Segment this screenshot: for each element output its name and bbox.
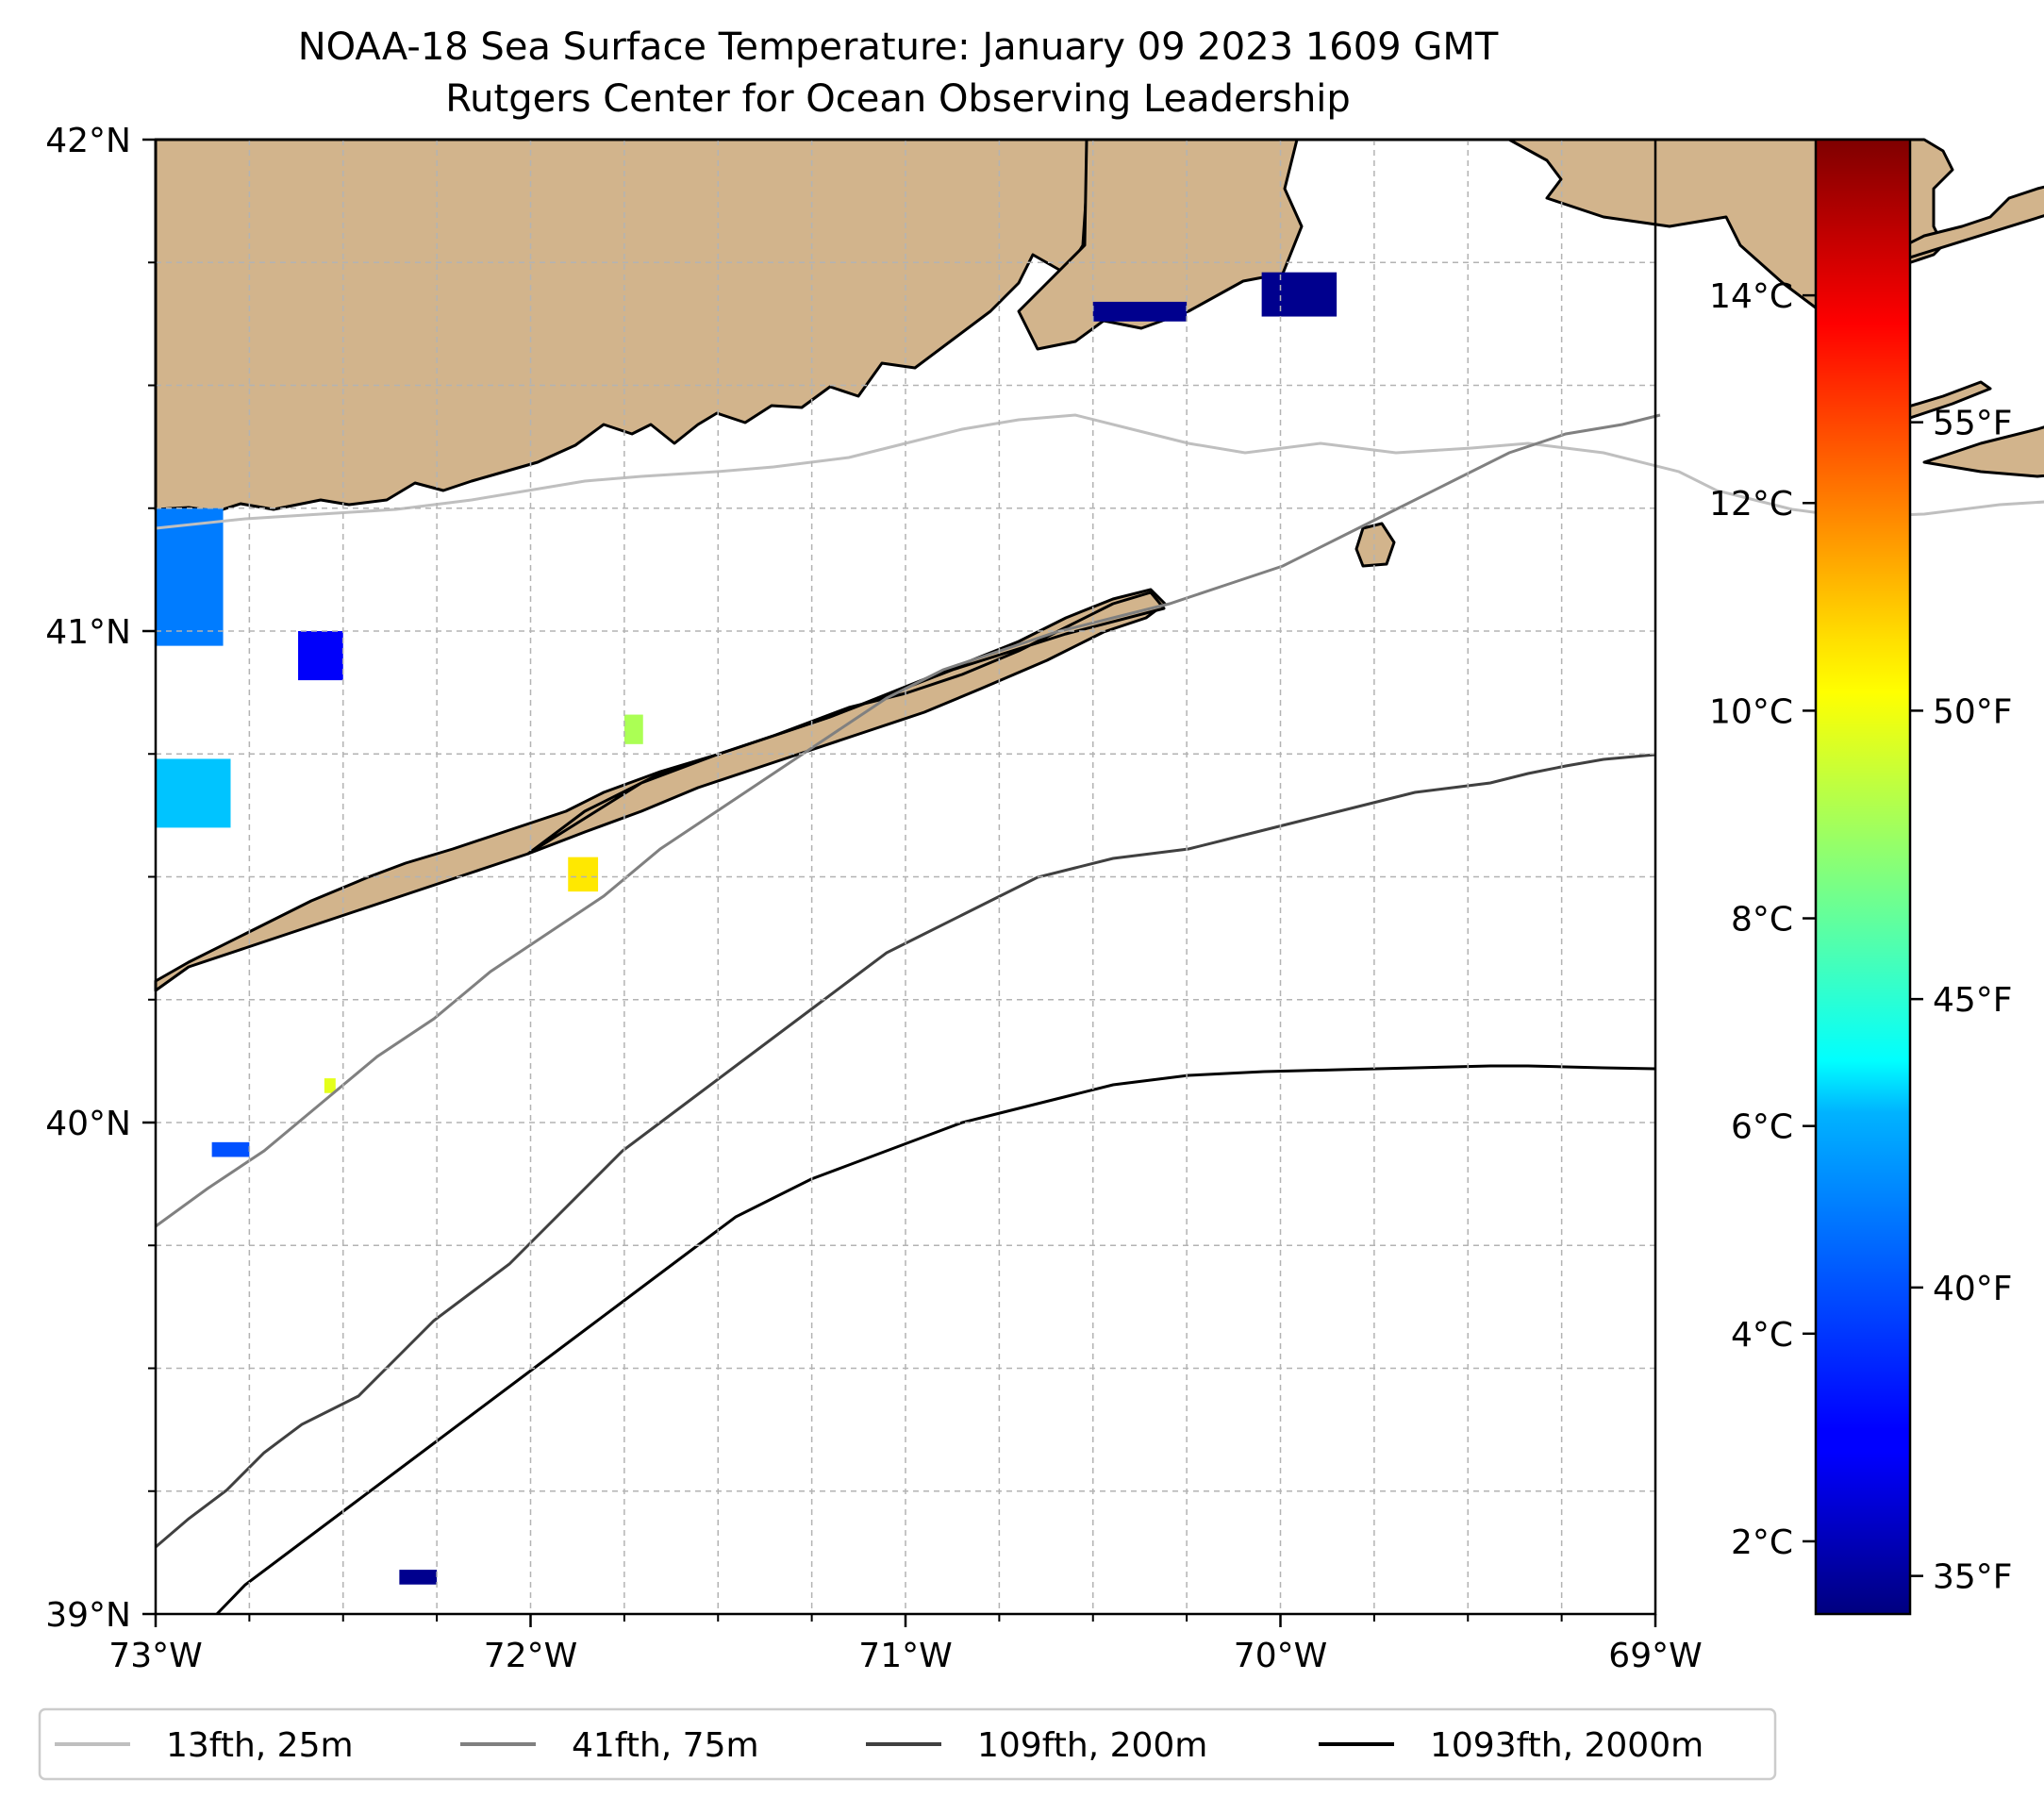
colorbar-fahrenheit-label: 45°F xyxy=(1933,981,2013,1020)
sst-patch xyxy=(568,857,599,892)
colorbar-celsius-label: 2°C xyxy=(1731,1523,1793,1562)
colorbar-fahrenheit-label: 50°F xyxy=(1933,692,2013,731)
land-marthas-vineyard xyxy=(1922,425,2044,478)
y-axis: 42°N 41°N 40°N 39°N xyxy=(45,122,156,1635)
y-tick-label: 41°N xyxy=(45,613,131,652)
colorbar-celsius-label: 6°C xyxy=(1731,1108,1793,1147)
y-tick-label: 42°N xyxy=(45,122,131,160)
sst-patch xyxy=(324,1078,336,1093)
land-north-fork xyxy=(526,591,1166,856)
x-tick-label: 73°W xyxy=(108,1637,202,1675)
colorbar: 2°C 4°C 6°C 8°C 10°C 12°C 14°C 35°F 40°F 45°F 50°… xyxy=(1709,138,2013,1616)
x-tick-label: 72°W xyxy=(484,1637,577,1675)
map-grid xyxy=(148,140,1655,1622)
land-narragansett-shore xyxy=(1017,138,1304,351)
colorbar-celsius-label: 8°C xyxy=(1731,901,1793,940)
sst-patch xyxy=(211,1141,250,1157)
colorbar-celsius-label: 10°C xyxy=(1709,692,1793,731)
map-subtitle: Rutgers Center for Ocean Observing Leade… xyxy=(445,77,1351,121)
colorbar-gradient xyxy=(1814,138,1912,1616)
y-tick-label: 40°N xyxy=(45,1105,131,1143)
sst-patch xyxy=(156,758,231,828)
colorbar-celsius-axis: 2°C 4°C 6°C 8°C 10°C 12°C 14°C xyxy=(1709,277,1816,1562)
colorbar-fahrenheit-label: 40°F xyxy=(1933,1270,2013,1308)
legend-label: 109fth, 200m xyxy=(977,1726,1207,1765)
sst-patches xyxy=(156,272,1338,1585)
land-block-island xyxy=(1354,522,1396,568)
legend: 13fth, 25m 41fth, 75m 109fth, 200m 1093fth,… xyxy=(38,1707,1777,1781)
sst-patch xyxy=(156,507,224,646)
contour-25m xyxy=(155,413,2044,530)
colorbar-fahrenheit-label: 55°F xyxy=(1933,405,2013,443)
contour-75m xyxy=(155,413,1661,1228)
colorbar-fahrenheit-label: 35°F xyxy=(1933,1558,2013,1597)
sst-patch xyxy=(623,714,643,744)
colorbar-celsius-label: 14°C xyxy=(1709,277,1793,316)
colorbar-celsius-label: 4°C xyxy=(1731,1316,1793,1355)
x-tick-label: 70°W xyxy=(1234,1637,1327,1675)
sst-patch xyxy=(1261,272,1338,317)
legend-label: 1093fth, 2000m xyxy=(1430,1726,1703,1765)
y-tick-label: 39°N xyxy=(45,1596,131,1635)
legend-label: 13fth, 25m xyxy=(166,1726,354,1765)
x-tick-label: 71°W xyxy=(858,1637,952,1675)
land-layer xyxy=(154,138,2044,992)
colorbar-fahrenheit-axis: 35°F 40°F 45°F 50°F 55°F xyxy=(1910,405,2013,1597)
x-axis: 73°W 72°W 71°W 70°W 69°W xyxy=(108,1614,1703,1675)
sst-patch xyxy=(399,1570,438,1585)
colorbar-celsius-label: 12°C xyxy=(1709,485,1793,524)
x-tick-label: 69°W xyxy=(1608,1637,1702,1675)
land-connecticut-rhode-island xyxy=(154,138,1088,513)
sst-patch xyxy=(298,631,343,681)
sst-patch xyxy=(1092,301,1188,322)
contour-2000m xyxy=(215,1064,1656,1616)
map-title: NOAA-18 Sea Surface Temperature: January… xyxy=(298,25,1499,69)
map-area: 73°W 72°W 71°W 70°W 69°W 42°N 41°N 40°N 39°N xyxy=(45,122,2044,1675)
legend-label: 41fth, 75m xyxy=(572,1726,759,1765)
